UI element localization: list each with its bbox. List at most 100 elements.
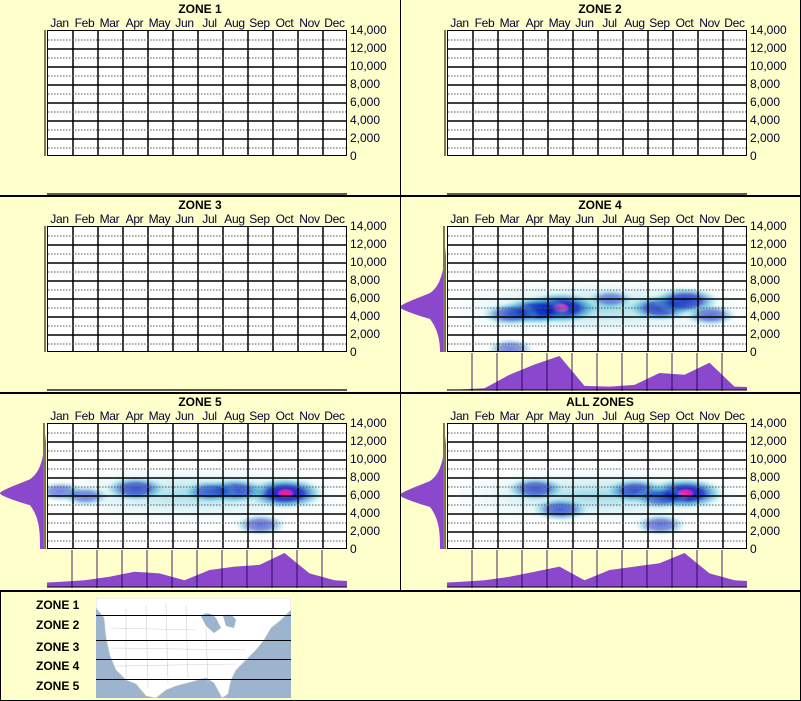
month-label: Nov xyxy=(299,212,320,226)
legend-zone-3: ZONE 3 xyxy=(36,640,80,654)
month-label: Oct xyxy=(275,212,294,226)
elevation-density-profile xyxy=(400,423,446,549)
y-tick-label: 8,000 xyxy=(750,470,781,484)
month-label: Mar xyxy=(499,16,520,30)
month-label: Jan xyxy=(450,16,469,30)
month-label: May xyxy=(148,409,171,423)
panel-zone-1: ZONE 1 Jan Feb Mar Apr May Jun Jul Aug Sep Oct Nov… xyxy=(0,0,400,196)
elevation-density-profile xyxy=(400,226,446,352)
panel-divider-row1 xyxy=(0,195,801,197)
heatmap-plot xyxy=(47,30,347,156)
y-tick-label: 4,000 xyxy=(750,309,781,323)
month-label: Jan xyxy=(450,409,469,423)
month-label: Dec xyxy=(724,409,745,423)
y-tick-label: 12,000 xyxy=(350,434,387,448)
month-label: Mar xyxy=(99,16,120,30)
zone-legend: ZONE 1 ZONE 2 ZONE 3 ZONE 4 ZONE 5 xyxy=(0,593,801,701)
month-label: Feb xyxy=(474,409,495,423)
legend-zone-5: ZONE 5 xyxy=(36,679,80,693)
y-tick-label: 8,000 xyxy=(350,470,381,484)
y-tick-label: 2,000 xyxy=(350,524,381,538)
zone-map xyxy=(96,598,291,698)
y-tick-label: 12,000 xyxy=(750,434,787,448)
panel-divider-vertical xyxy=(400,0,401,591)
month-axis: Jan Feb Mar Apr May Jun Jul Aug Sep Oct Nov Dec xyxy=(447,16,747,30)
month-label: Nov xyxy=(299,409,320,423)
y-tick-label: 8,000 xyxy=(350,77,381,91)
panel-divider-row2 xyxy=(0,392,801,394)
y-tick-label: 2,000 xyxy=(350,327,381,341)
month-label: Apr xyxy=(125,409,144,423)
month-label: Apr xyxy=(525,212,544,226)
elevation-density-axis xyxy=(44,30,46,156)
y-tick-label: 14,000 xyxy=(350,219,387,233)
month-label: May xyxy=(148,212,171,226)
month-axis: Jan Feb Mar Apr May Jun Jul Aug Sep Oct Nov Dec xyxy=(47,409,347,423)
month-label: Jul xyxy=(202,409,217,423)
legend-zone-1: ZONE 1 xyxy=(36,598,80,612)
month-label: Aug xyxy=(624,212,645,226)
us-map-icon xyxy=(96,598,291,698)
month-label: Jul xyxy=(202,212,217,226)
month-label: Aug xyxy=(224,16,245,30)
y-tick-label: 4,000 xyxy=(350,113,381,127)
month-label: Jul xyxy=(602,16,617,30)
y-tick-label: 6,000 xyxy=(350,291,381,305)
elevation-density-axis xyxy=(444,30,446,156)
y-tick-label: 0 xyxy=(350,149,357,163)
monthly-density-axis xyxy=(47,193,347,195)
legend-zone-4: ZONE 4 xyxy=(36,659,80,673)
month-label: May xyxy=(148,16,171,30)
month-label: Mar xyxy=(499,409,520,423)
panel-zone-3: ZONE 3 Jan Feb Mar Apr May Jun Jul Aug Sep Oct Nov… xyxy=(0,196,400,393)
y-tick-label: 2,000 xyxy=(750,524,781,538)
y-tick-label: 6,000 xyxy=(350,95,381,109)
panel-title: ALL ZONES xyxy=(566,395,634,409)
month-label: Sep xyxy=(649,212,670,226)
y-tick-label: 8,000 xyxy=(750,273,781,287)
panel-title: ZONE 4 xyxy=(578,198,622,212)
month-label: Feb xyxy=(74,409,95,423)
month-label: Feb xyxy=(74,212,95,226)
month-label: Jun xyxy=(175,16,194,30)
y-tick-label: 14,000 xyxy=(350,416,387,430)
y-tick-label: 12,000 xyxy=(350,237,387,251)
month-label: Nov xyxy=(699,409,720,423)
zone-boundary-2-3 xyxy=(96,640,291,641)
y-tick-label: 14,000 xyxy=(750,416,787,430)
zone-boundary-4-5 xyxy=(96,679,291,680)
month-label: Oct xyxy=(275,16,294,30)
month-label: Sep xyxy=(249,409,270,423)
panel-title: ZONE 5 xyxy=(178,395,222,409)
panel-title: ZONE 2 xyxy=(578,2,622,16)
y-tick-label: 14,000 xyxy=(750,219,787,233)
zone-boundary-1-2 xyxy=(96,615,291,616)
panel-all-zones: ALL ZONES Jan Feb Mar Apr May Jun Jul Aug Sep Oct… xyxy=(400,393,800,591)
panel-zone-2: ZONE 2 Jan Feb Mar Apr May Jun Jul Aug Sep Oct Nov… xyxy=(400,0,800,196)
month-label: Feb xyxy=(474,16,495,30)
y-tick-label: 6,000 xyxy=(750,488,781,502)
month-label: Dec xyxy=(324,409,345,423)
elevation-density-profile xyxy=(0,423,46,549)
y-tick-label: 10,000 xyxy=(750,59,787,73)
month-label: Jun xyxy=(575,212,594,226)
month-label: Nov xyxy=(699,212,720,226)
month-label: Sep xyxy=(249,16,270,30)
heatmap-plot xyxy=(47,423,347,549)
y-tick-label: 14,000 xyxy=(350,23,387,37)
y-tick-label: 12,000 xyxy=(350,41,387,55)
y-tick-label: 8,000 xyxy=(350,273,381,287)
y-tick-label: 4,000 xyxy=(750,113,781,127)
y-tick-label: 6,000 xyxy=(750,291,781,305)
month-label: Mar xyxy=(499,212,520,226)
month-label: Jul xyxy=(602,409,617,423)
panel-zone-5: ZONE 5 Jan Feb Mar Apr May Jun Jul Aug Sep Oct Nov… xyxy=(0,393,400,591)
month-label: Aug xyxy=(224,212,245,226)
monthly-density-profile xyxy=(447,353,747,391)
month-label: Jun xyxy=(575,16,594,30)
month-label: Oct xyxy=(675,16,694,30)
month-label: Feb xyxy=(474,212,495,226)
legend-zone-2: ZONE 2 xyxy=(36,618,80,632)
elevation-density-axis xyxy=(44,226,46,352)
month-label: Jan xyxy=(50,212,69,226)
